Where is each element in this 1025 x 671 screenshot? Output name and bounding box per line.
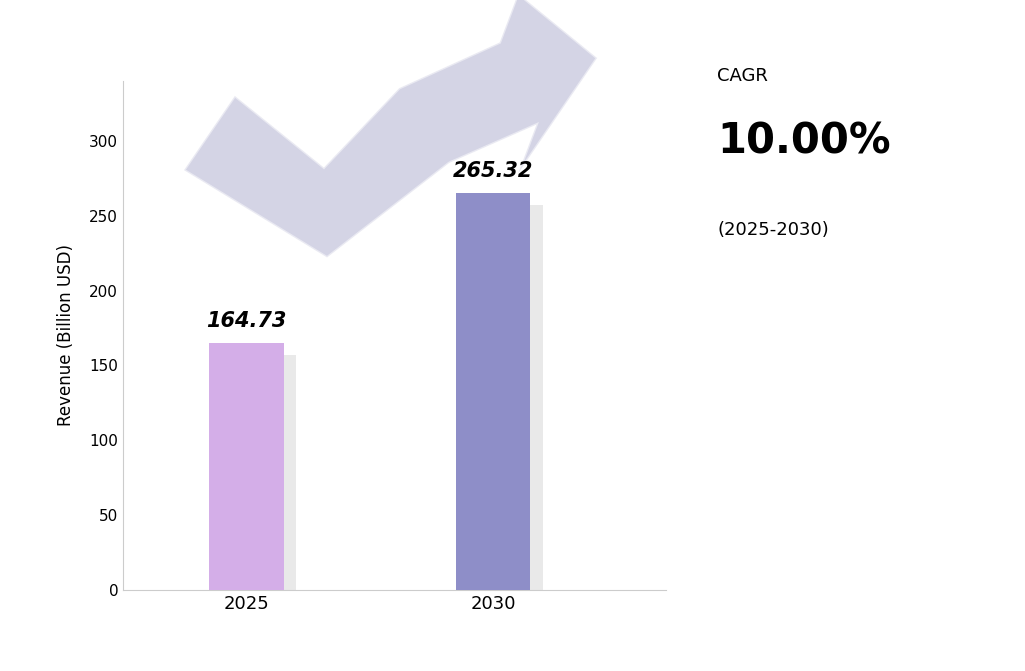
Bar [209,344,284,590]
Text: 164.73: 164.73 [206,311,287,331]
Polygon shape [184,0,598,258]
Bar [221,356,296,603]
Y-axis label: Revenue (Billion USD): Revenue (Billion USD) [57,244,75,427]
Text: 10.00%: 10.00% [718,121,891,163]
Text: CAGR: CAGR [718,67,769,85]
Bar [456,193,531,590]
Text: 265.32: 265.32 [453,160,534,180]
Bar [468,205,543,603]
Text: (2025-2030): (2025-2030) [718,221,829,240]
